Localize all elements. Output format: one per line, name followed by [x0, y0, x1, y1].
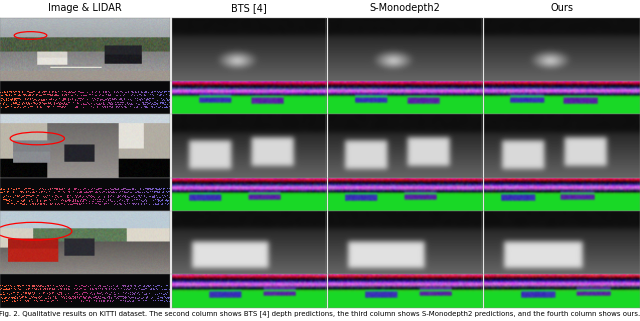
Text: BTS [4]: BTS [4] — [231, 3, 266, 13]
Text: Fig. 2. Qualitative results on KITTI dataset. The second column shows BTS [4] de: Fig. 2. Qualitative results on KITTI dat… — [0, 310, 640, 317]
Text: Image & LIDAR: Image & LIDAR — [48, 3, 122, 13]
Text: S-Monodepth2: S-Monodepth2 — [369, 3, 440, 13]
Text: Ours: Ours — [550, 3, 573, 13]
